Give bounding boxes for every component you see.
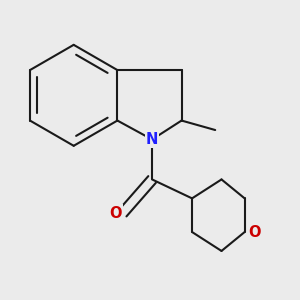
Text: O: O — [248, 224, 260, 239]
Text: N: N — [146, 132, 158, 147]
Text: O: O — [109, 206, 122, 220]
